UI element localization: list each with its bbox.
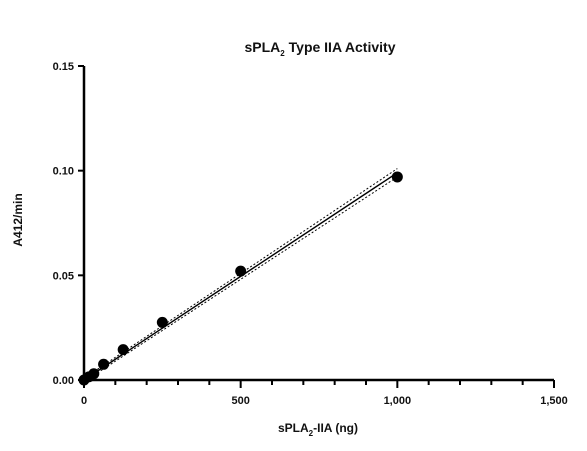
title-prefix: sPLA [245, 39, 281, 55]
xlabel-suffix: -IIA (ng) [313, 421, 358, 435]
data-points [78, 171, 403, 386]
title-subscript: 2 [280, 49, 285, 58]
y-tick-label: 0.10 [53, 166, 74, 178]
xlabel-subscript: 2 [309, 429, 314, 438]
y-tick-label: 0.00 [53, 375, 74, 387]
x-tick-label: 0 [81, 395, 87, 407]
y-axis: 0.00 0.05 0.10 0.15 [53, 61, 86, 387]
x-axis: 0 500 1,000 1,500 [81, 378, 568, 407]
data-point [88, 368, 100, 380]
y-tick-label: 0.15 [53, 61, 74, 73]
confidence-band-lower [83, 176, 398, 383]
xlabel-prefix: sPLA [278, 421, 309, 435]
y-tick-label: 0.05 [53, 270, 74, 282]
data-point [391, 171, 403, 183]
x-tick-label: 1,000 [384, 395, 412, 407]
data-point [117, 344, 129, 356]
title-suffix: Type IIA Activity [285, 39, 396, 55]
data-point [98, 358, 110, 370]
x-tick-label: 500 [231, 395, 249, 407]
x-axis-label: sPLA2-IIA (ng) [278, 421, 358, 438]
y-axis-label: A412/min [11, 193, 25, 246]
x-tick-label: 1,500 [540, 395, 568, 407]
chart-title: sPLA2 Type IIA Activity [245, 39, 396, 58]
data-point [156, 316, 168, 328]
data-point [235, 265, 247, 277]
